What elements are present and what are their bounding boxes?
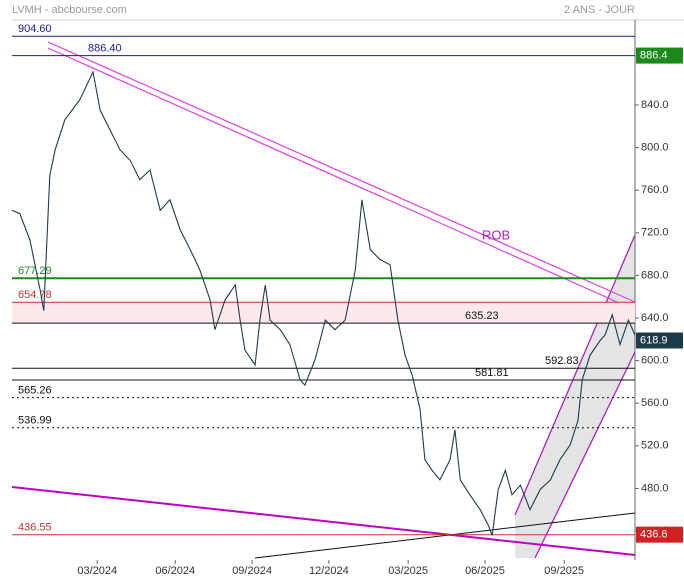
chart-subtitle: 2 ANS - JOUR	[564, 4, 635, 16]
level-label: 677.29	[18, 265, 52, 277]
x-tick-label: 06/2024	[155, 565, 195, 577]
channel-line	[514, 234, 636, 516]
level-label: 886.40	[88, 42, 122, 54]
level-label: 565.26	[18, 385, 52, 397]
x-tick-label: 09/2025	[544, 565, 584, 577]
x-tick-label: 03/2024	[77, 565, 117, 577]
x-tick-label: 09/2024	[232, 565, 272, 577]
y-tick-label: 640.0	[641, 312, 669, 324]
price-line	[11, 70, 636, 536]
annotation: ROB	[482, 227, 510, 242]
y-tick-label: 720.0	[641, 227, 669, 239]
y-tick-label: 800.0	[641, 142, 669, 154]
y-tick-label: 680.0	[641, 269, 669, 281]
price-tag-label: 618.9	[640, 334, 668, 346]
chart-title: LVMH - abcbourse.com	[12, 4, 127, 16]
y-tick-label: 520.0	[641, 440, 669, 452]
x-tick-label: 12/2024	[309, 565, 349, 577]
price-tag-label: 436.6	[640, 529, 668, 541]
y-tick-label: 480.0	[641, 482, 669, 494]
level-label: 635.23	[465, 310, 499, 322]
trend-line	[47, 41, 636, 303]
y-tick-label: 840.0	[641, 99, 669, 111]
level-label: 654.78	[18, 289, 52, 301]
level-label: 904.60	[18, 23, 52, 35]
support-line	[254, 512, 636, 559]
x-tick-label: 03/2025	[388, 565, 428, 577]
y-tick-label: 760.0	[641, 184, 669, 196]
level-label: 536.99	[18, 415, 52, 427]
price-tag-label: 886.4	[640, 49, 668, 61]
trend-line	[47, 47, 636, 311]
level-label: 592.83	[545, 355, 579, 367]
price-tag	[636, 526, 683, 543]
y-tick-label: 560.0	[641, 397, 669, 409]
level-label: 581.81	[475, 367, 509, 379]
channel-line	[534, 351, 636, 559]
x-tick-label: 06/2025	[465, 565, 505, 577]
y-tick-label: 600.0	[641, 355, 669, 367]
support-line	[11, 486, 636, 556]
level-label: 436.55	[18, 522, 52, 534]
price-tag	[636, 332, 683, 349]
level-band	[12, 302, 635, 324]
price-tag	[636, 47, 683, 64]
